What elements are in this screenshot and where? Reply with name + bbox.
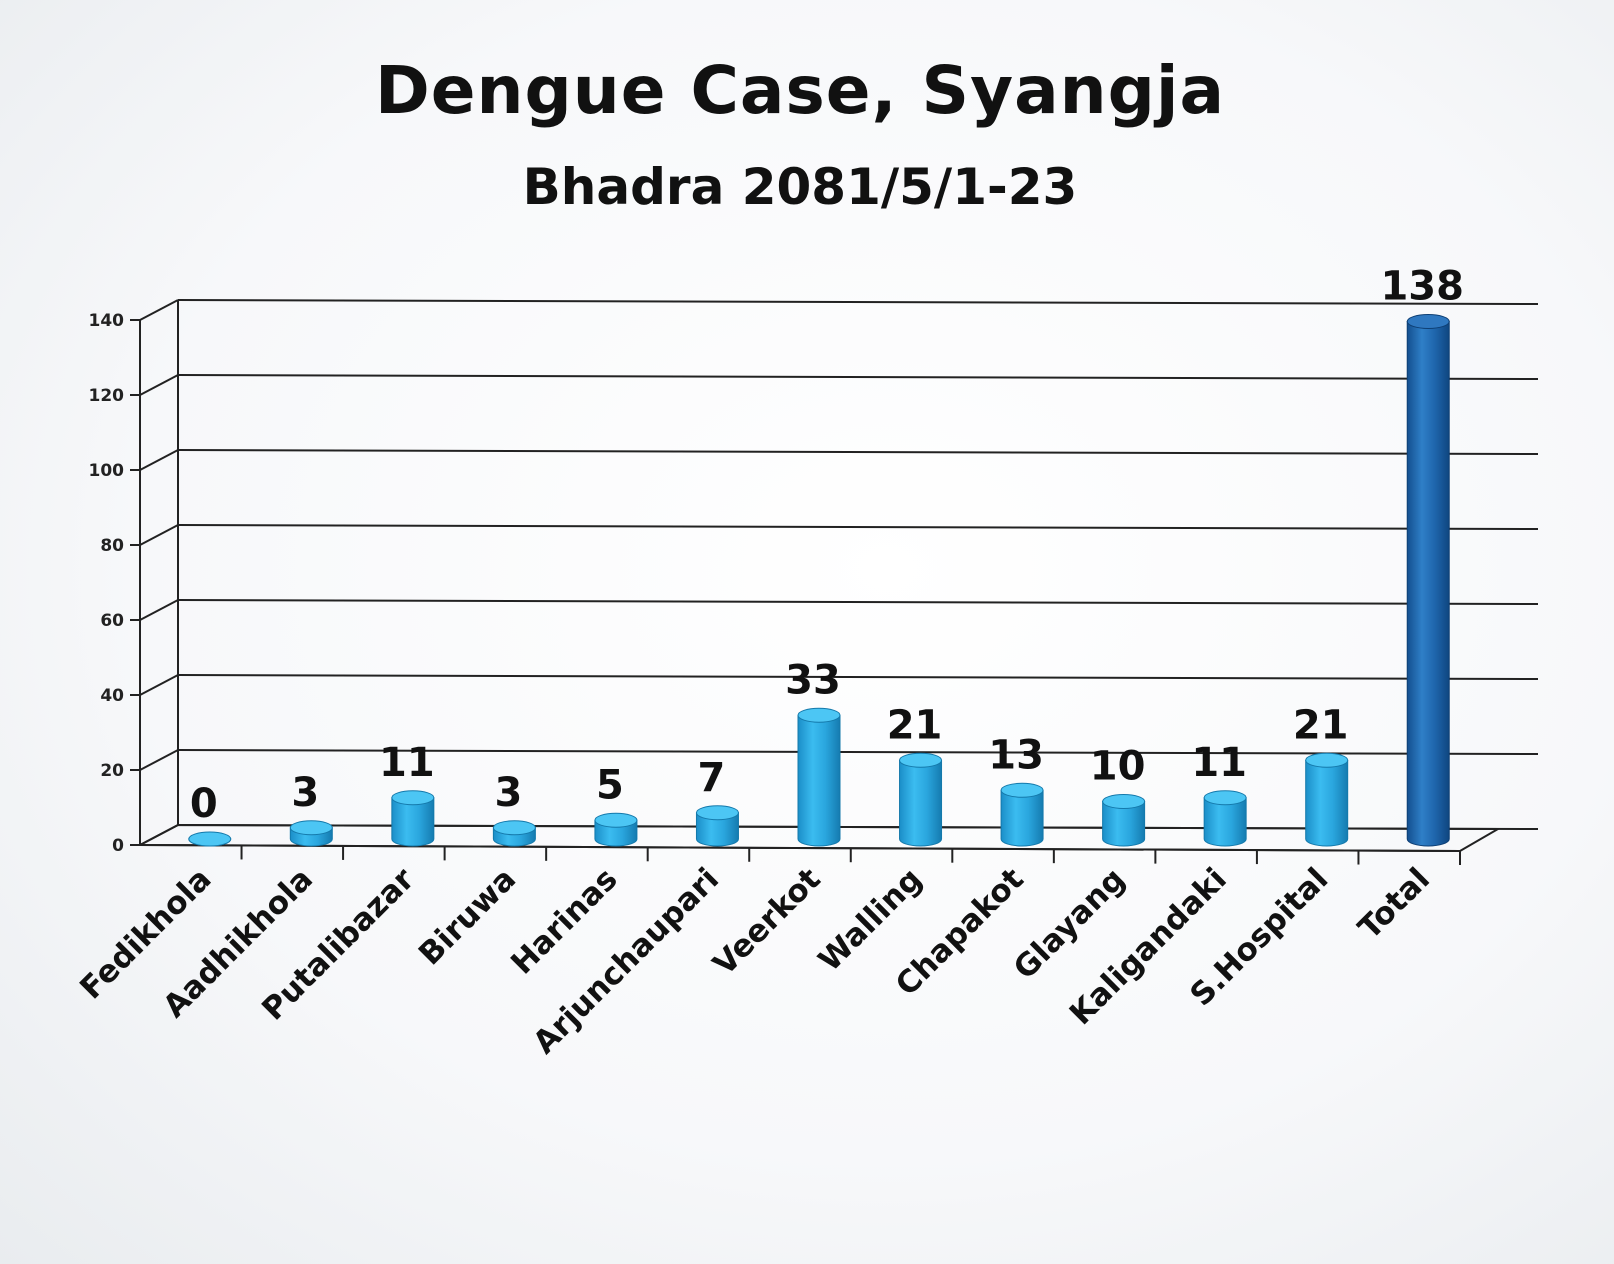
gridline xyxy=(177,749,1539,755)
y-tick-label: 20 xyxy=(100,761,124,781)
gridline xyxy=(177,299,1539,305)
gridline-depth xyxy=(139,449,179,471)
gridline-depth xyxy=(139,749,179,771)
bar-cap xyxy=(492,820,536,836)
bar-cap xyxy=(1203,790,1247,806)
bar-cap xyxy=(1406,314,1450,329)
x-axis xyxy=(139,844,1461,852)
category-label: Total xyxy=(1352,861,1437,946)
data-label: 10 xyxy=(1090,744,1146,790)
bar-cap xyxy=(899,752,943,768)
bar-cap xyxy=(594,812,638,828)
bar-body xyxy=(391,797,435,847)
y-tick-label: 40 xyxy=(100,686,124,706)
bar-cap xyxy=(695,805,739,821)
data-label: 21 xyxy=(887,702,943,748)
data-label: 138 xyxy=(1380,264,1464,310)
gridline xyxy=(177,524,1539,530)
bar-putalibazar xyxy=(391,790,435,847)
data-label: 3 xyxy=(291,770,319,816)
bar-body xyxy=(1203,797,1247,847)
bar-cap xyxy=(797,707,841,723)
gridline-depth xyxy=(139,299,179,321)
data-label: 21 xyxy=(1293,702,1349,748)
bar-cap xyxy=(289,820,333,836)
gridline xyxy=(177,449,1539,455)
bar-body xyxy=(797,714,841,847)
category-label: Veerkot xyxy=(706,861,827,982)
bar-total xyxy=(1406,314,1450,847)
data-label: 33 xyxy=(785,657,841,703)
y-tick-label: 140 xyxy=(89,311,125,331)
bar-glayang xyxy=(1102,794,1146,847)
bar-body xyxy=(1000,789,1044,847)
bar-cap xyxy=(391,790,435,806)
gridline-depth xyxy=(139,374,179,396)
bar-fedikhola xyxy=(188,831,232,847)
data-label: 11 xyxy=(379,740,435,786)
bar-walling xyxy=(899,752,943,847)
data-label: 11 xyxy=(1191,740,1247,786)
bar-biruwa xyxy=(492,820,536,847)
data-label: 3 xyxy=(494,770,522,816)
bar-body xyxy=(695,812,739,847)
bar-body xyxy=(899,759,943,847)
y-tick-label: 80 xyxy=(100,536,124,556)
bar-cap xyxy=(188,831,232,847)
bar-cap xyxy=(1305,752,1349,768)
data-label: 13 xyxy=(988,732,1044,778)
y-tick-label: 120 xyxy=(89,386,125,406)
gridline-depth xyxy=(139,524,179,546)
gridline xyxy=(177,599,1539,605)
gridline-depth xyxy=(139,674,179,696)
bar-veerkot xyxy=(797,707,841,847)
gridline xyxy=(177,374,1539,380)
y-tick-label: 100 xyxy=(89,461,125,481)
bar-body xyxy=(1305,759,1349,847)
bar-body xyxy=(1102,801,1146,847)
bar-arjunchaupari xyxy=(695,805,739,847)
y-tick-label: 0 xyxy=(112,836,124,856)
bar-kaligandaki xyxy=(1203,790,1247,847)
bar-chapakot xyxy=(1000,782,1044,847)
bar-aadhikhola xyxy=(289,820,333,847)
bar-cap xyxy=(1102,794,1146,809)
bar-cap xyxy=(1000,782,1044,798)
data-label: 7 xyxy=(698,755,726,801)
bar-harinas xyxy=(594,812,638,847)
bar-body xyxy=(1406,321,1450,847)
chart-subtitle: Bhadra 2081/5/1-23 xyxy=(522,158,1078,216)
y-tick-label: 60 xyxy=(100,611,124,631)
data-label: 5 xyxy=(596,762,624,808)
data-label: 0 xyxy=(190,781,218,827)
chart-title: Dengue Case, Syangja xyxy=(374,52,1226,129)
gridline xyxy=(177,674,1539,680)
gridline-depth xyxy=(139,599,179,621)
bar-shospital xyxy=(1305,752,1349,847)
category-label: Arjunchaupari xyxy=(526,861,726,1061)
